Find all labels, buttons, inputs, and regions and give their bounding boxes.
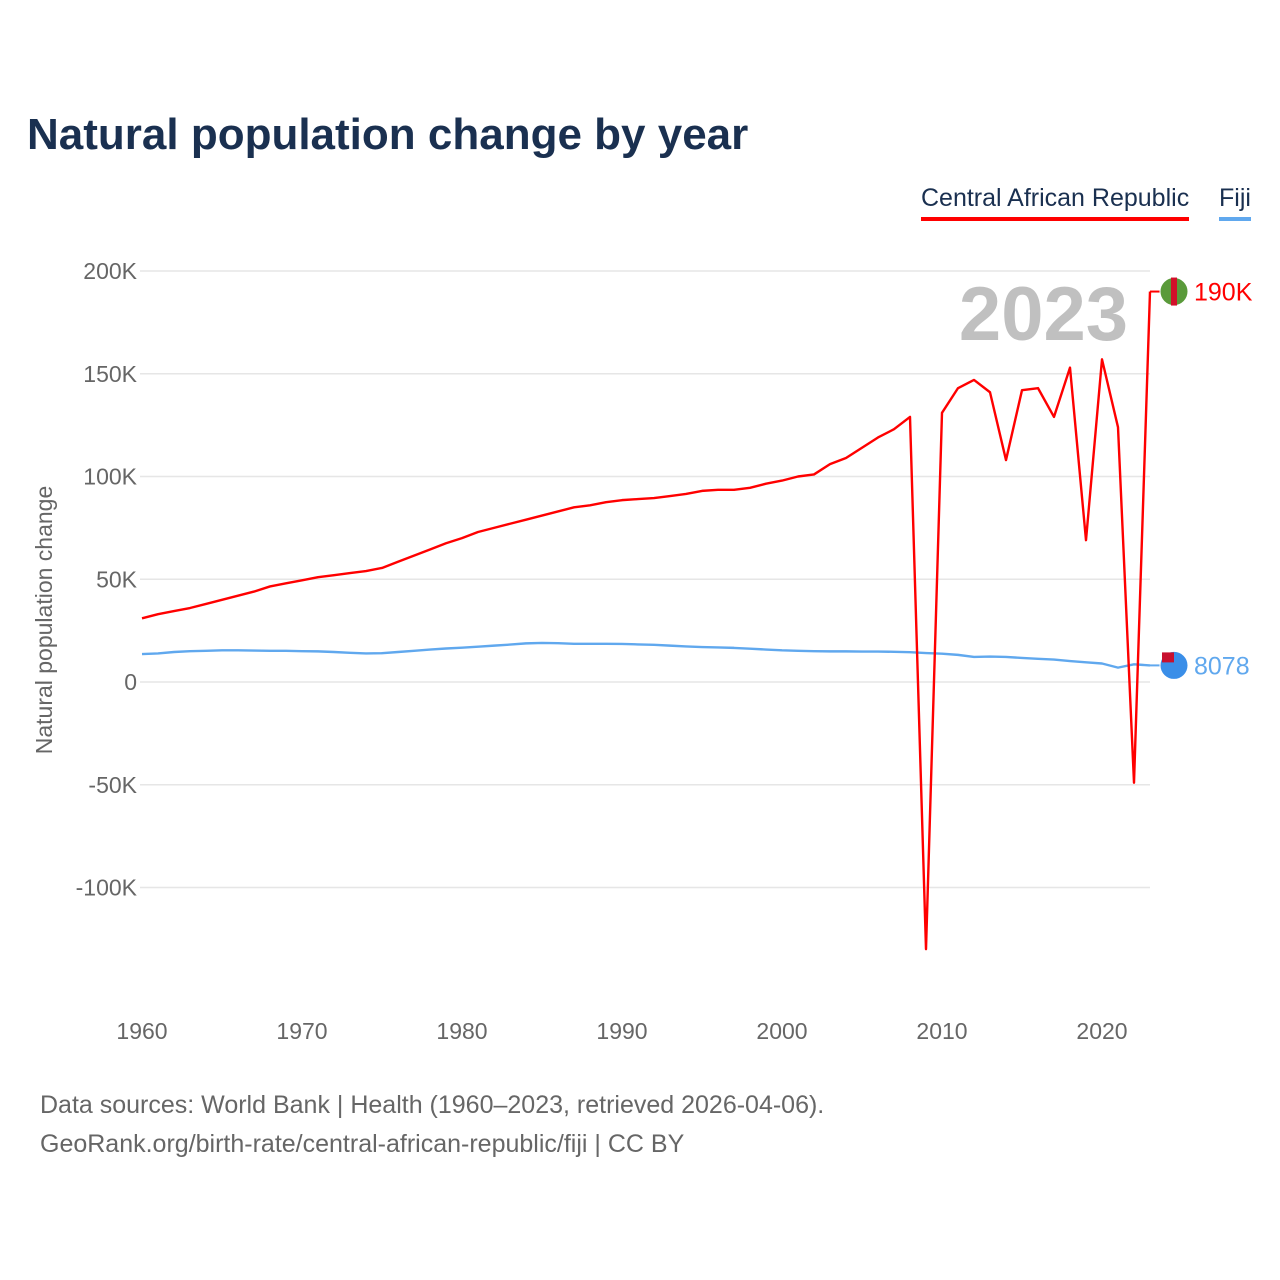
source-text: Data sources: World Bank | Health (1960–… bbox=[40, 1091, 825, 1119]
footer: Data sources: World Bank | Health (1960–… bbox=[40, 1086, 824, 1164]
legend-item-central-african-republic[interactable]: Central African Republic bbox=[921, 184, 1190, 221]
x-tick-label: 1980 bbox=[436, 1018, 487, 1044]
y-tick-label: 200K bbox=[83, 258, 137, 284]
x-tick-label: 2020 bbox=[1076, 1018, 1127, 1044]
y-tick-label: 150K bbox=[83, 361, 137, 387]
series-line-fiji[interactable] bbox=[141, 641, 1151, 669]
flag-icon bbox=[1159, 277, 1189, 307]
y-axis-label: Natural population change bbox=[31, 486, 57, 755]
x-tick-label: 2010 bbox=[916, 1018, 967, 1044]
y-tick-label: -100K bbox=[76, 875, 138, 901]
chart-title: Natural population change by year bbox=[27, 110, 749, 159]
source-link[interactable]: GeoRank.org/birth-rate/central-african-r… bbox=[40, 1130, 685, 1158]
x-tick-label: 1970 bbox=[276, 1018, 327, 1044]
end-value-label: 8078 bbox=[1194, 652, 1250, 680]
x-tick-label: 2000 bbox=[756, 1018, 807, 1044]
y-tick-label: 0 bbox=[124, 669, 137, 695]
y-tick-label: 100K bbox=[83, 464, 137, 490]
y-tick-label: -50K bbox=[88, 772, 137, 798]
series-line-central-african-republic[interactable] bbox=[141, 291, 1152, 951]
current-year-label: 2023 bbox=[959, 272, 1128, 357]
end-value-label: 190K bbox=[1194, 279, 1253, 307]
x-tick-label: 1990 bbox=[596, 1018, 647, 1044]
flag-icon bbox=[1159, 650, 1189, 680]
legend-item-fiji[interactable]: Fiji bbox=[1219, 184, 1251, 221]
y-tick-label: 50K bbox=[96, 566, 138, 592]
x-tick-label: 1960 bbox=[116, 1018, 167, 1044]
